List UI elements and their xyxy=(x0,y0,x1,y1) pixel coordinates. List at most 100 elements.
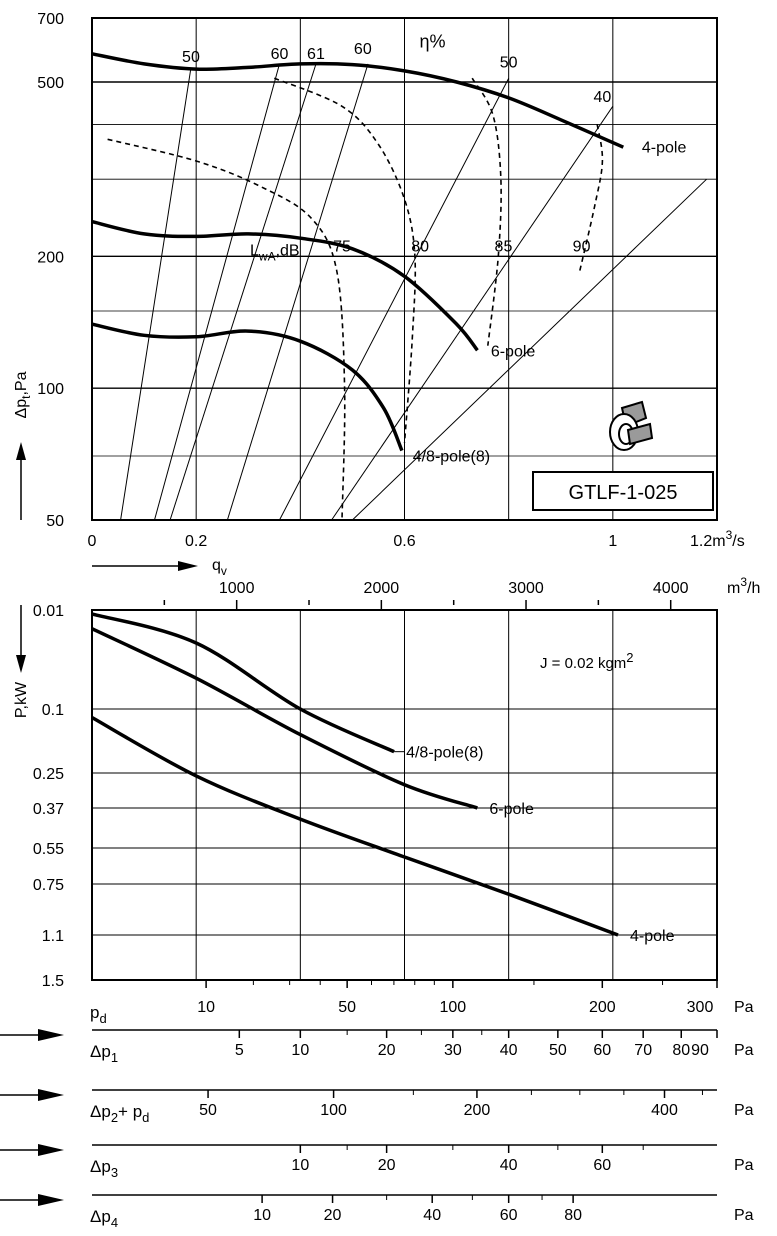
scale-tick-label: 80 xyxy=(672,1042,690,1059)
power-curves xyxy=(91,612,619,937)
pressure-curve-label: 4-pole xyxy=(642,140,687,157)
power-curve-label: 6-pole xyxy=(489,801,534,818)
fan-icon xyxy=(609,400,654,451)
scale-tick-label: 50 xyxy=(338,999,356,1016)
efficiency-label: 50 xyxy=(500,54,518,71)
flow-x-arrow xyxy=(92,561,198,571)
scale-tick-label: 50 xyxy=(199,1102,217,1119)
efficiency-title: η% xyxy=(419,31,445,51)
efficiency-line xyxy=(226,63,369,521)
m3h-tick-label: 2000 xyxy=(364,580,400,597)
scale-unit: Pa xyxy=(734,1207,754,1224)
scale-tick-label: 200 xyxy=(589,999,616,1016)
power-y-tick-label: 1.1 xyxy=(42,928,64,945)
scale-unit: Pa xyxy=(734,1102,754,1119)
efficiency-label: 50 xyxy=(182,49,200,66)
scale-tick-label: 80 xyxy=(564,1207,582,1224)
y-tick-label: 50 xyxy=(46,513,64,530)
pressure-y-label-unit: ,Pa xyxy=(13,371,30,395)
x-tick-label: 0.2 xyxy=(185,533,207,550)
scale-unit: Pa xyxy=(734,1157,754,1174)
scale-arrow-icon xyxy=(38,1029,64,1041)
pressure-curve-label: 4/8-pole(8) xyxy=(413,449,490,466)
efficiency-line xyxy=(154,63,280,521)
x-tick-label: 0 xyxy=(88,533,97,550)
sound-label: 80 xyxy=(411,239,429,256)
flow-x-tick-labels: 0 0.2 0.6 1 xyxy=(88,533,618,550)
scale-tick-label: 60 xyxy=(500,1207,518,1224)
efficiency-line xyxy=(331,106,614,521)
sound-label: 90 xyxy=(573,239,591,256)
y-tick-label: 700 xyxy=(37,11,64,28)
scale-tick-label: 20 xyxy=(324,1207,342,1224)
power-y-tick-label: 1.5 xyxy=(42,973,64,990)
x-tick-label: 1 xyxy=(608,533,617,550)
m3h-tick-label: 4000 xyxy=(653,580,689,597)
sound-line xyxy=(471,77,502,346)
power-curve xyxy=(91,627,478,810)
flow-x-label: qv xyxy=(212,557,227,578)
pressure-y-tick-labels: 700 500 200 100 50 xyxy=(37,11,64,530)
y-tick-label: 100 xyxy=(37,381,64,398)
pressure-curve xyxy=(91,219,479,352)
scale-tick-label: 300 xyxy=(687,999,714,1016)
m3h-tick-label: 1000 xyxy=(219,580,255,597)
scale-tick-label: 400 xyxy=(651,1102,678,1119)
scale-tick-label: 5 xyxy=(235,1042,244,1059)
pressure-plot-frame xyxy=(91,17,718,521)
flow-m3h-unit: m3/h xyxy=(727,575,760,597)
power-y-tick-labels: 0.01 0.1 0.25 0.37 0.55 0.75 1.1 1.5 xyxy=(33,603,64,990)
scale-tick-label: 10 xyxy=(291,1157,309,1174)
pressure-y-arrow xyxy=(16,442,26,520)
power-y-tick-label: 0.01 xyxy=(33,603,64,620)
sound-label: 85 xyxy=(495,239,513,256)
scale-tick-label: 40 xyxy=(500,1157,518,1174)
power-y-tick-label: 0.37 xyxy=(33,801,64,818)
y-tick-label: 500 xyxy=(37,75,64,92)
power-plot-frame xyxy=(91,609,718,981)
efficiency-line xyxy=(169,63,317,521)
scale-tick-label: 60 xyxy=(593,1042,611,1059)
x-tick-label: 0.6 xyxy=(393,533,415,550)
sound-line xyxy=(107,138,346,521)
efficiency-line xyxy=(120,67,192,521)
scale-name: Δp1 xyxy=(90,1042,118,1065)
flow-x-unit: 1.2m3/s xyxy=(690,528,745,550)
scale-name: Δp2+ pd xyxy=(90,1102,149,1125)
pressure-curves xyxy=(91,52,625,452)
power-y-tick-label: 0.55 xyxy=(33,841,64,858)
efficiency-line xyxy=(352,178,707,521)
efficiency-label: 61 xyxy=(307,46,325,63)
power-y-tick-label: 0.25 xyxy=(33,766,64,783)
scale-tick-label: 10 xyxy=(197,999,215,1016)
svg-text:P,kW: P,kW xyxy=(13,681,30,718)
inertia-annotation: J = 0.02 kgm2 xyxy=(540,650,634,672)
pressure-curve-label: 6-pole xyxy=(491,344,536,361)
scale-name: Δp4 xyxy=(90,1207,118,1230)
sound-line xyxy=(273,77,417,443)
pressure-y-label-main: Δp xyxy=(13,399,30,419)
power-y-tick-label: 0.1 xyxy=(42,702,64,719)
scale-tick-label: 20 xyxy=(378,1157,396,1174)
power-curve-label: 4-pole xyxy=(630,928,675,945)
efficiency-label: 40 xyxy=(594,89,612,106)
y-tick-label: 200 xyxy=(37,249,64,266)
scale-tick-label: 10 xyxy=(291,1042,309,1059)
scale-tick-label: 10 xyxy=(253,1207,271,1224)
scale-name: pd xyxy=(90,1003,107,1026)
scale-tick-label: 70 xyxy=(634,1042,652,1059)
power-y-axis-label: P,kW xyxy=(13,681,30,718)
svg-text:Δpt,Pa: Δpt,Pa xyxy=(13,371,33,418)
scale-arrow-icon xyxy=(38,1194,64,1206)
power-curve xyxy=(91,715,619,937)
pressure-y-axis-label: Δpt,Pa xyxy=(13,371,33,418)
pressure-curve xyxy=(91,322,404,452)
power-y-tick-label: 0.75 xyxy=(33,877,64,894)
scale-tick-label: 40 xyxy=(500,1042,518,1059)
power-curve-label: 4/8-pole(8) xyxy=(406,745,483,762)
power-curve-labels: 4/8-pole(8) 6-pole 4-pole xyxy=(394,745,675,945)
scale-unit: Pa xyxy=(734,1042,754,1059)
